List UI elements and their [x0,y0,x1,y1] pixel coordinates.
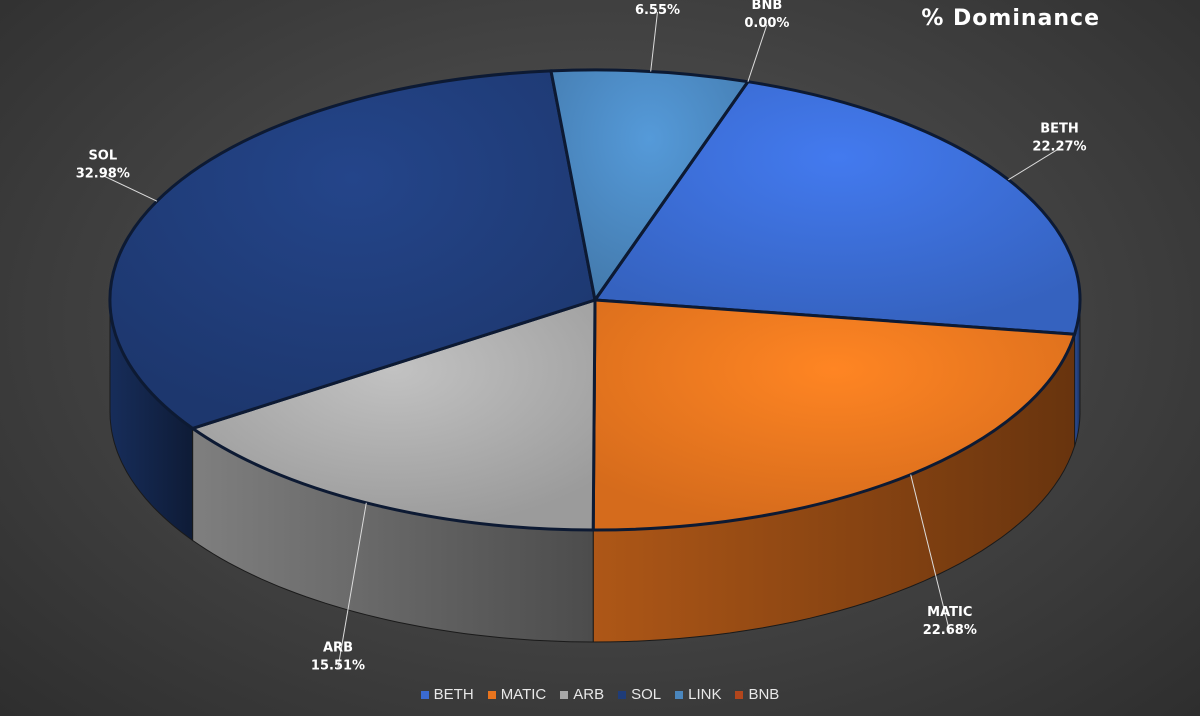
legend-swatch-beth [420,690,429,699]
legend-swatch-bnb [735,690,744,699]
data-label-value-matic: 22.68% [923,623,977,638]
leader-line-arb [337,502,367,668]
legend-entry-link[interactable]: LINK [675,686,721,703]
data-label-value-bnb: 0.00% [744,16,789,31]
legend-swatch-arb [560,690,569,699]
legend-swatch-matic [487,690,496,699]
legend-label-matic: MATIC [500,686,547,703]
leader-line-link [650,11,658,72]
legend-entry-matic[interactable]: MATIC [487,686,547,703]
legend-label-sol: SOL [631,686,662,703]
legend-label-link: LINK [688,686,722,703]
data-label-value-arb: 15.51% [311,659,365,674]
leader-line-bnb [747,24,768,82]
legend-swatch-sol [618,690,627,699]
pie-top-faces [108,68,1082,532]
data-label-name-arb: ARB [323,641,353,656]
legend-entry-beth[interactable]: BETH [420,686,474,703]
data-label-value-link: 6.55% [635,3,680,18]
leader-line-matic [910,474,951,633]
chart-legend: BETH MATIC ARB SOL LINK BNB [0,686,1200,703]
data-label-name-matic: MATIC [927,605,972,620]
legend-label-arb: ARB [573,686,605,703]
data-label-name-beth: BETH [1040,121,1079,136]
legend-entry-sol[interactable]: SOL [618,686,661,703]
pie-slice-beth[interactable] [592,80,1082,336]
legend-label-beth: BETH [433,686,474,703]
data-label-name-bnb: BNB [752,0,783,13]
pie-slice-matic[interactable] [591,298,1077,532]
legend-swatch-link [675,690,684,699]
leader-line-sol [102,175,158,202]
legend-label-bnb: BNB [748,686,780,703]
legend-entry-arb[interactable]: ARB [560,686,604,703]
data-label-value-sol: 32.98% [76,167,130,182]
data-label-name-sol: SOL [88,149,117,164]
legend-entry-bnb[interactable]: BNB [735,686,779,703]
chart-title: % Dominance [921,6,1100,31]
pie-side-walls [109,299,1081,643]
pie-data-labels: BETH22.27%MATIC22.68%ARB15.51%SOL32.98%L… [76,0,1087,674]
leader-line-beth [1008,147,1060,181]
data-label-value-beth: 22.27% [1032,139,1086,154]
pie-slice-link[interactable] [549,68,751,304]
